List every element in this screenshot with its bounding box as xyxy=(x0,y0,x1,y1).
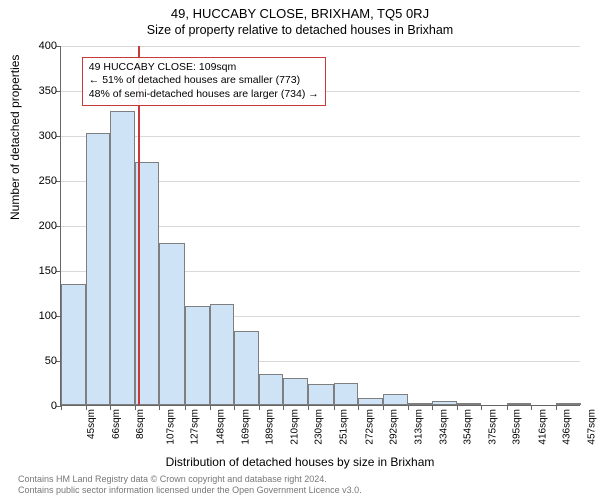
xtick-label: 251sqm xyxy=(339,409,350,445)
ytick-label: 200 xyxy=(39,220,57,232)
xtick-label: 354sqm xyxy=(463,409,474,445)
xtick-label: 457sqm xyxy=(586,409,597,445)
xtick-mark xyxy=(234,405,235,410)
ytick-label: 400 xyxy=(39,40,57,52)
xtick-mark xyxy=(432,405,433,410)
xtick-mark xyxy=(159,405,160,410)
xtick-label: 313sqm xyxy=(413,409,424,445)
xtick-label: 210sqm xyxy=(290,409,301,445)
xtick-mark xyxy=(507,405,508,410)
xtick-label: 395sqm xyxy=(512,409,523,445)
histogram-bar xyxy=(308,384,333,405)
footer-line-2: Contains public sector information licen… xyxy=(18,485,600,496)
xtick-mark xyxy=(308,405,309,410)
super-title: 49, HUCCABY CLOSE, BRIXHAM, TQ5 0RJ xyxy=(0,0,600,21)
xtick-label: 127sqm xyxy=(190,409,201,445)
chart-container: 49, HUCCABY CLOSE, BRIXHAM, TQ5 0RJ Size… xyxy=(0,0,600,500)
ytick-label: 100 xyxy=(39,310,57,322)
xtick-mark xyxy=(531,405,532,410)
histogram-bar xyxy=(61,284,86,406)
histogram-bar xyxy=(159,243,184,405)
ytick-label: 250 xyxy=(39,175,57,187)
xtick-mark xyxy=(110,405,111,410)
histogram-bar xyxy=(457,403,481,405)
xtick-mark xyxy=(259,405,260,410)
annotation-line: 49 HUCCABY CLOSE: 109sqm xyxy=(89,61,319,75)
ytick-label: 0 xyxy=(51,400,57,412)
xtick-mark xyxy=(556,405,557,410)
xtick-mark xyxy=(383,405,384,410)
xtick-mark xyxy=(408,405,409,410)
xtick-mark xyxy=(358,405,359,410)
histogram-bar xyxy=(383,394,408,405)
annotation-line: ← 51% of detached houses are smaller (77… xyxy=(89,74,319,88)
xtick-mark xyxy=(334,405,335,410)
xtick-label: 436sqm xyxy=(561,409,572,445)
xtick-mark xyxy=(283,405,284,410)
ytick-label: 150 xyxy=(39,265,57,277)
footer-line-1: Contains HM Land Registry data © Crown c… xyxy=(18,474,600,485)
plot-area: 05010015020025030035040045sqm66sqm86sqm1… xyxy=(60,46,580,406)
histogram-bar xyxy=(408,403,432,405)
y-axis-label: Number of detached properties xyxy=(8,55,22,220)
histogram-bar xyxy=(185,306,210,405)
histogram-bar xyxy=(283,378,308,405)
footer: Contains HM Land Registry data © Crown c… xyxy=(0,474,600,496)
xtick-label: 107sqm xyxy=(166,409,177,445)
histogram-bar xyxy=(556,403,581,405)
xtick-label: 375sqm xyxy=(488,409,499,445)
chart-inner: 05010015020025030035040045sqm66sqm86sqm1… xyxy=(60,46,580,406)
ytick-label: 300 xyxy=(39,130,57,142)
xtick-label: 292sqm xyxy=(388,409,399,445)
xtick-label: 45sqm xyxy=(86,409,97,439)
sub-title: Size of property relative to detached ho… xyxy=(0,21,600,37)
ytick-label: 50 xyxy=(45,355,57,367)
histogram-bar xyxy=(432,401,457,406)
xtick-mark xyxy=(481,405,482,410)
histogram-bar xyxy=(334,383,358,406)
xtick-label: 189sqm xyxy=(265,409,276,445)
xtick-label: 66sqm xyxy=(111,409,122,439)
xtick-mark xyxy=(61,405,62,410)
xtick-label: 416sqm xyxy=(537,409,548,445)
xtick-mark xyxy=(210,405,211,410)
xtick-label: 86sqm xyxy=(135,409,146,439)
annotation-box: 49 HUCCABY CLOSE: 109sqm← 51% of detache… xyxy=(82,57,326,106)
histogram-bar xyxy=(234,331,259,405)
xtick-label: 272sqm xyxy=(364,409,375,445)
xtick-label: 148sqm xyxy=(215,409,226,445)
histogram-bar xyxy=(86,133,110,405)
histogram-bar xyxy=(507,403,531,405)
xtick-mark xyxy=(457,405,458,410)
xtick-label: 230sqm xyxy=(314,409,325,445)
histogram-bar xyxy=(358,398,383,405)
ytick-label: 350 xyxy=(39,85,57,97)
xtick-label: 169sqm xyxy=(240,409,251,445)
xtick-mark xyxy=(86,405,87,410)
x-axis-label: Distribution of detached houses by size … xyxy=(0,455,600,469)
xtick-label: 334sqm xyxy=(439,409,450,445)
histogram-bar xyxy=(110,111,135,405)
annotation-line: 48% of semi-detached houses are larger (… xyxy=(89,88,319,102)
histogram-bar xyxy=(259,374,283,406)
histogram-bar xyxy=(210,304,234,405)
xtick-mark xyxy=(185,405,186,410)
xtick-mark xyxy=(135,405,136,410)
